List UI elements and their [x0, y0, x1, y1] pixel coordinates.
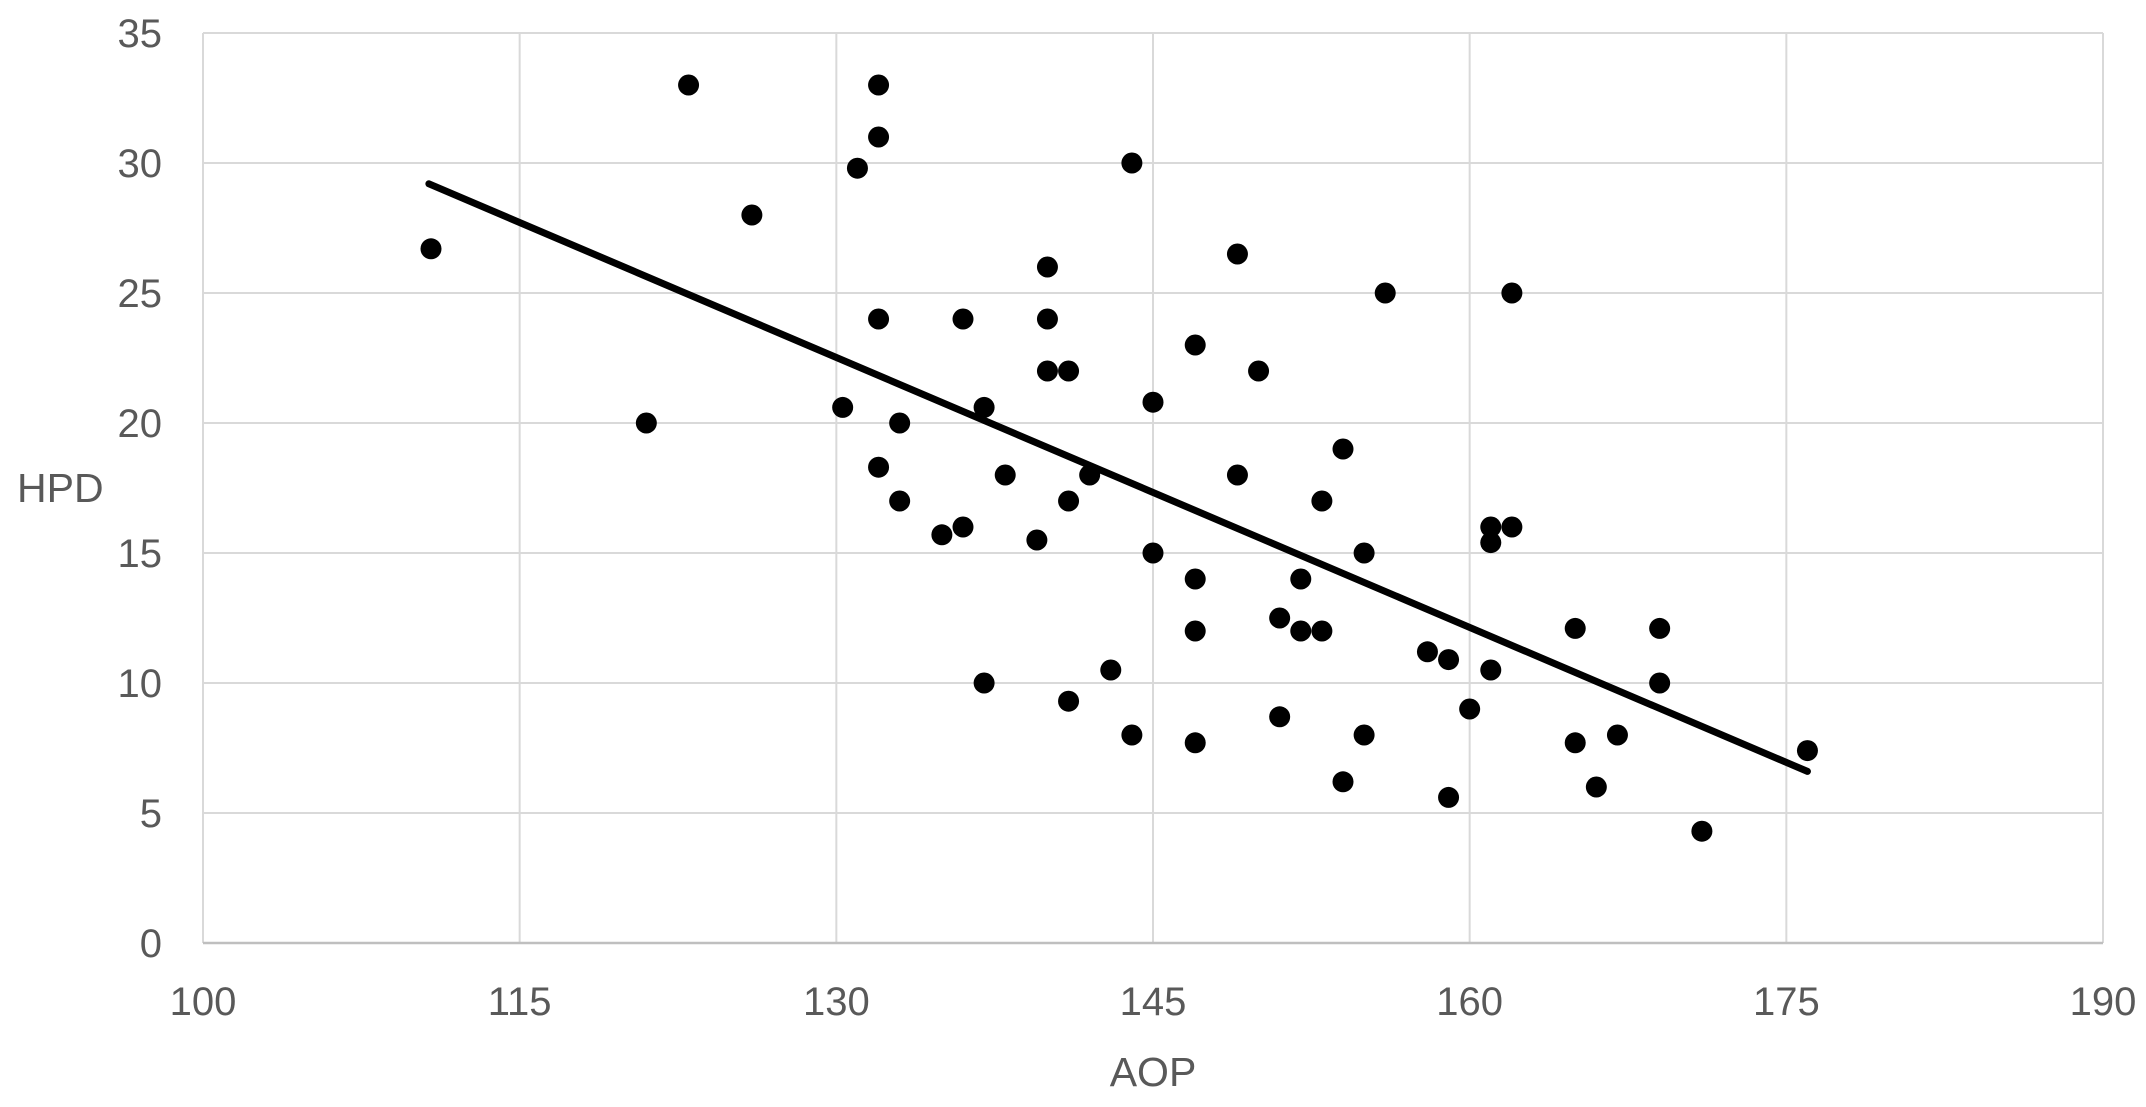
data-point — [1353, 724, 1375, 746]
data-point — [1058, 360, 1080, 382]
x-tick-label: 115 — [488, 980, 552, 1024]
data-point — [952, 308, 974, 330]
data-point — [1184, 620, 1206, 642]
data-point — [1058, 690, 1080, 712]
data-point — [741, 204, 763, 226]
y-axis-title: HPD — [17, 465, 104, 511]
data-point — [1248, 360, 1270, 382]
scatter-points — [420, 74, 1818, 842]
data-point — [1480, 516, 1502, 538]
data-point — [1036, 360, 1058, 382]
data-point — [973, 396, 995, 418]
data-point — [1026, 529, 1048, 551]
data-point — [1649, 672, 1671, 694]
x-tick-label: 145 — [1120, 980, 1187, 1024]
data-point — [1691, 820, 1713, 842]
y-tick-label: 30 — [118, 142, 163, 186]
data-point — [889, 490, 911, 512]
data-point — [1416, 641, 1438, 663]
data-point — [1058, 490, 1080, 512]
data-point — [1184, 732, 1206, 754]
data-point — [1501, 516, 1523, 538]
data-point — [1079, 464, 1101, 486]
data-point — [1121, 152, 1143, 174]
data-point — [1184, 568, 1206, 590]
x-tick-label: 190 — [2070, 980, 2137, 1024]
data-point — [1501, 282, 1523, 304]
y-tick-label: 5 — [140, 792, 162, 836]
data-point — [1290, 620, 1312, 642]
data-point — [952, 516, 974, 538]
data-point — [1142, 391, 1164, 413]
x-axis-tick-labels: 100 115 130 145 160 175 190 — [170, 980, 2137, 1024]
data-point — [1269, 607, 1291, 629]
data-point — [1649, 617, 1671, 639]
data-point — [1796, 740, 1818, 762]
data-point — [1606, 724, 1628, 746]
y-axis-tick-labels: 0 5 10 15 20 25 30 35 — [118, 12, 163, 966]
x-tick-label: 130 — [803, 980, 870, 1024]
data-point — [1311, 490, 1333, 512]
y-tick-label: 10 — [118, 662, 163, 706]
data-point — [1226, 243, 1248, 265]
data-point — [868, 126, 890, 148]
data-point — [420, 238, 442, 260]
y-tick-label: 25 — [118, 272, 163, 316]
data-point — [846, 157, 868, 179]
data-point — [635, 412, 657, 434]
data-point — [1353, 542, 1375, 564]
data-point — [1374, 282, 1396, 304]
y-tick-label: 35 — [118, 12, 163, 56]
data-point — [994, 464, 1016, 486]
data-point — [678, 74, 700, 96]
x-axis-title: AOP — [1110, 1049, 1197, 1095]
data-point — [832, 396, 854, 418]
y-tick-label: 20 — [118, 402, 163, 446]
linear-trendline — [425, 180, 1811, 775]
data-point — [1036, 308, 1058, 330]
data-point — [1480, 532, 1502, 554]
data-point — [1564, 732, 1586, 754]
data-point — [1332, 438, 1354, 460]
data-point — [1459, 698, 1481, 720]
data-point — [1438, 649, 1460, 671]
data-point — [1585, 776, 1607, 798]
data-point — [1142, 542, 1164, 564]
data-point — [1332, 771, 1354, 793]
data-point — [1438, 786, 1460, 808]
y-tick-label: 15 — [118, 532, 163, 576]
data-point — [1121, 724, 1143, 746]
data-point — [973, 672, 995, 694]
data-point — [1480, 659, 1502, 681]
data-point — [1100, 659, 1122, 681]
data-point — [1226, 464, 1248, 486]
data-point — [1290, 568, 1312, 590]
x-tick-label: 160 — [1436, 980, 1503, 1024]
data-point — [1036, 256, 1058, 278]
data-point — [868, 74, 890, 96]
data-point — [889, 412, 911, 434]
data-point — [931, 524, 953, 546]
data-point — [1311, 620, 1333, 642]
data-point — [1184, 334, 1206, 356]
data-point — [1564, 617, 1586, 639]
x-tick-label: 100 — [170, 980, 237, 1024]
data-point — [868, 308, 890, 330]
trendline — [425, 180, 1811, 775]
gridlines — [202, 32, 2104, 943]
data-point — [1269, 706, 1291, 728]
y-tick-label: 0 — [140, 922, 162, 966]
x-tick-label: 175 — [1753, 980, 1820, 1024]
data-point — [868, 456, 890, 478]
